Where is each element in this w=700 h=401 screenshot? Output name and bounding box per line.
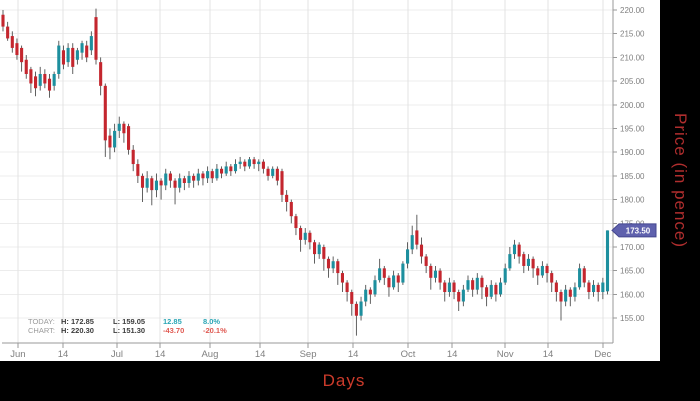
legend-row-chart: CHART: H: 220.30 L: 151.30 -43.70 -20.1% xyxy=(28,325,243,336)
chart-high: H: 220.30 xyxy=(61,325,94,335)
svg-text:14: 14 xyxy=(447,349,458,360)
svg-text:173.50: 173.50 xyxy=(626,226,651,235)
svg-text:165.00: 165.00 xyxy=(620,267,645,276)
candlestick-plot[interactable]: 220.00 215.00 210.00 205.00 200.00 195.00 190.… xyxy=(0,0,660,361)
svg-text:Nov: Nov xyxy=(497,349,514,360)
svg-text:Sep: Sep xyxy=(300,349,317,360)
today-change: 12.85 xyxy=(163,317,182,326)
grid-layer xyxy=(0,0,613,343)
chart-change: -43.70 xyxy=(163,325,185,335)
today-label: TODAY: xyxy=(28,317,55,326)
svg-text:220.00: 220.00 xyxy=(620,6,645,15)
svg-text:200.00: 200.00 xyxy=(620,101,645,110)
svg-text:215.00: 215.00 xyxy=(620,30,645,39)
today-change-pct: 8.0% xyxy=(203,317,221,326)
axes-layer: 220.00 215.00 210.00 205.00 200.00 195.00 190.… xyxy=(2,0,645,360)
svg-text:155.00: 155.00 xyxy=(620,314,645,323)
x-axis-band: Days xyxy=(0,361,700,401)
x-axis-title: Days xyxy=(322,371,366,390)
plot-area: 220.00 215.00 210.00 205.00 200.00 195.00 190.… xyxy=(0,0,660,361)
chart-label: CHART: xyxy=(28,325,55,335)
svg-text:Dec: Dec xyxy=(594,349,611,360)
svg-text:Jul: Jul xyxy=(111,349,123,360)
svg-text:Oct: Oct xyxy=(401,349,416,360)
svg-text:185.00: 185.00 xyxy=(620,172,645,181)
svg-text:14: 14 xyxy=(155,349,166,360)
svg-text:14: 14 xyxy=(255,349,266,360)
y-axis-band: Price (in pence) xyxy=(660,0,700,361)
svg-text:14: 14 xyxy=(58,349,69,360)
candles-layer xyxy=(1,8,610,336)
svg-text:170.00: 170.00 xyxy=(620,243,645,252)
legend-row-today: TODAY: H: 172.85 L: 159.05 12.85 8.0% xyxy=(28,317,243,327)
chart-change-pct: -20.1% xyxy=(203,325,227,335)
svg-text:210.00: 210.00 xyxy=(620,53,645,62)
today-high: H: 172.85 xyxy=(61,317,94,326)
svg-text:180.00: 180.00 xyxy=(620,196,645,205)
y-axis-title: Price (in pence) xyxy=(671,112,690,249)
last-price-tag: 173.50 xyxy=(611,223,657,238)
svg-text:Aug: Aug xyxy=(201,349,218,360)
today-low: L: 159.05 xyxy=(113,317,146,326)
svg-text:195.00: 195.00 xyxy=(620,125,645,134)
svg-text:190.00: 190.00 xyxy=(620,148,645,157)
svg-text:14: 14 xyxy=(348,349,359,360)
svg-text:14: 14 xyxy=(543,349,554,360)
chart-legend: TODAY: H: 172.85 L: 159.05 12.85 8.0% CH… xyxy=(28,317,243,336)
svg-text:160.00: 160.00 xyxy=(620,290,645,299)
svg-text:Jun: Jun xyxy=(10,349,25,360)
chart-low: L: 151.30 xyxy=(113,325,146,335)
svg-text:205.00: 205.00 xyxy=(620,77,645,86)
